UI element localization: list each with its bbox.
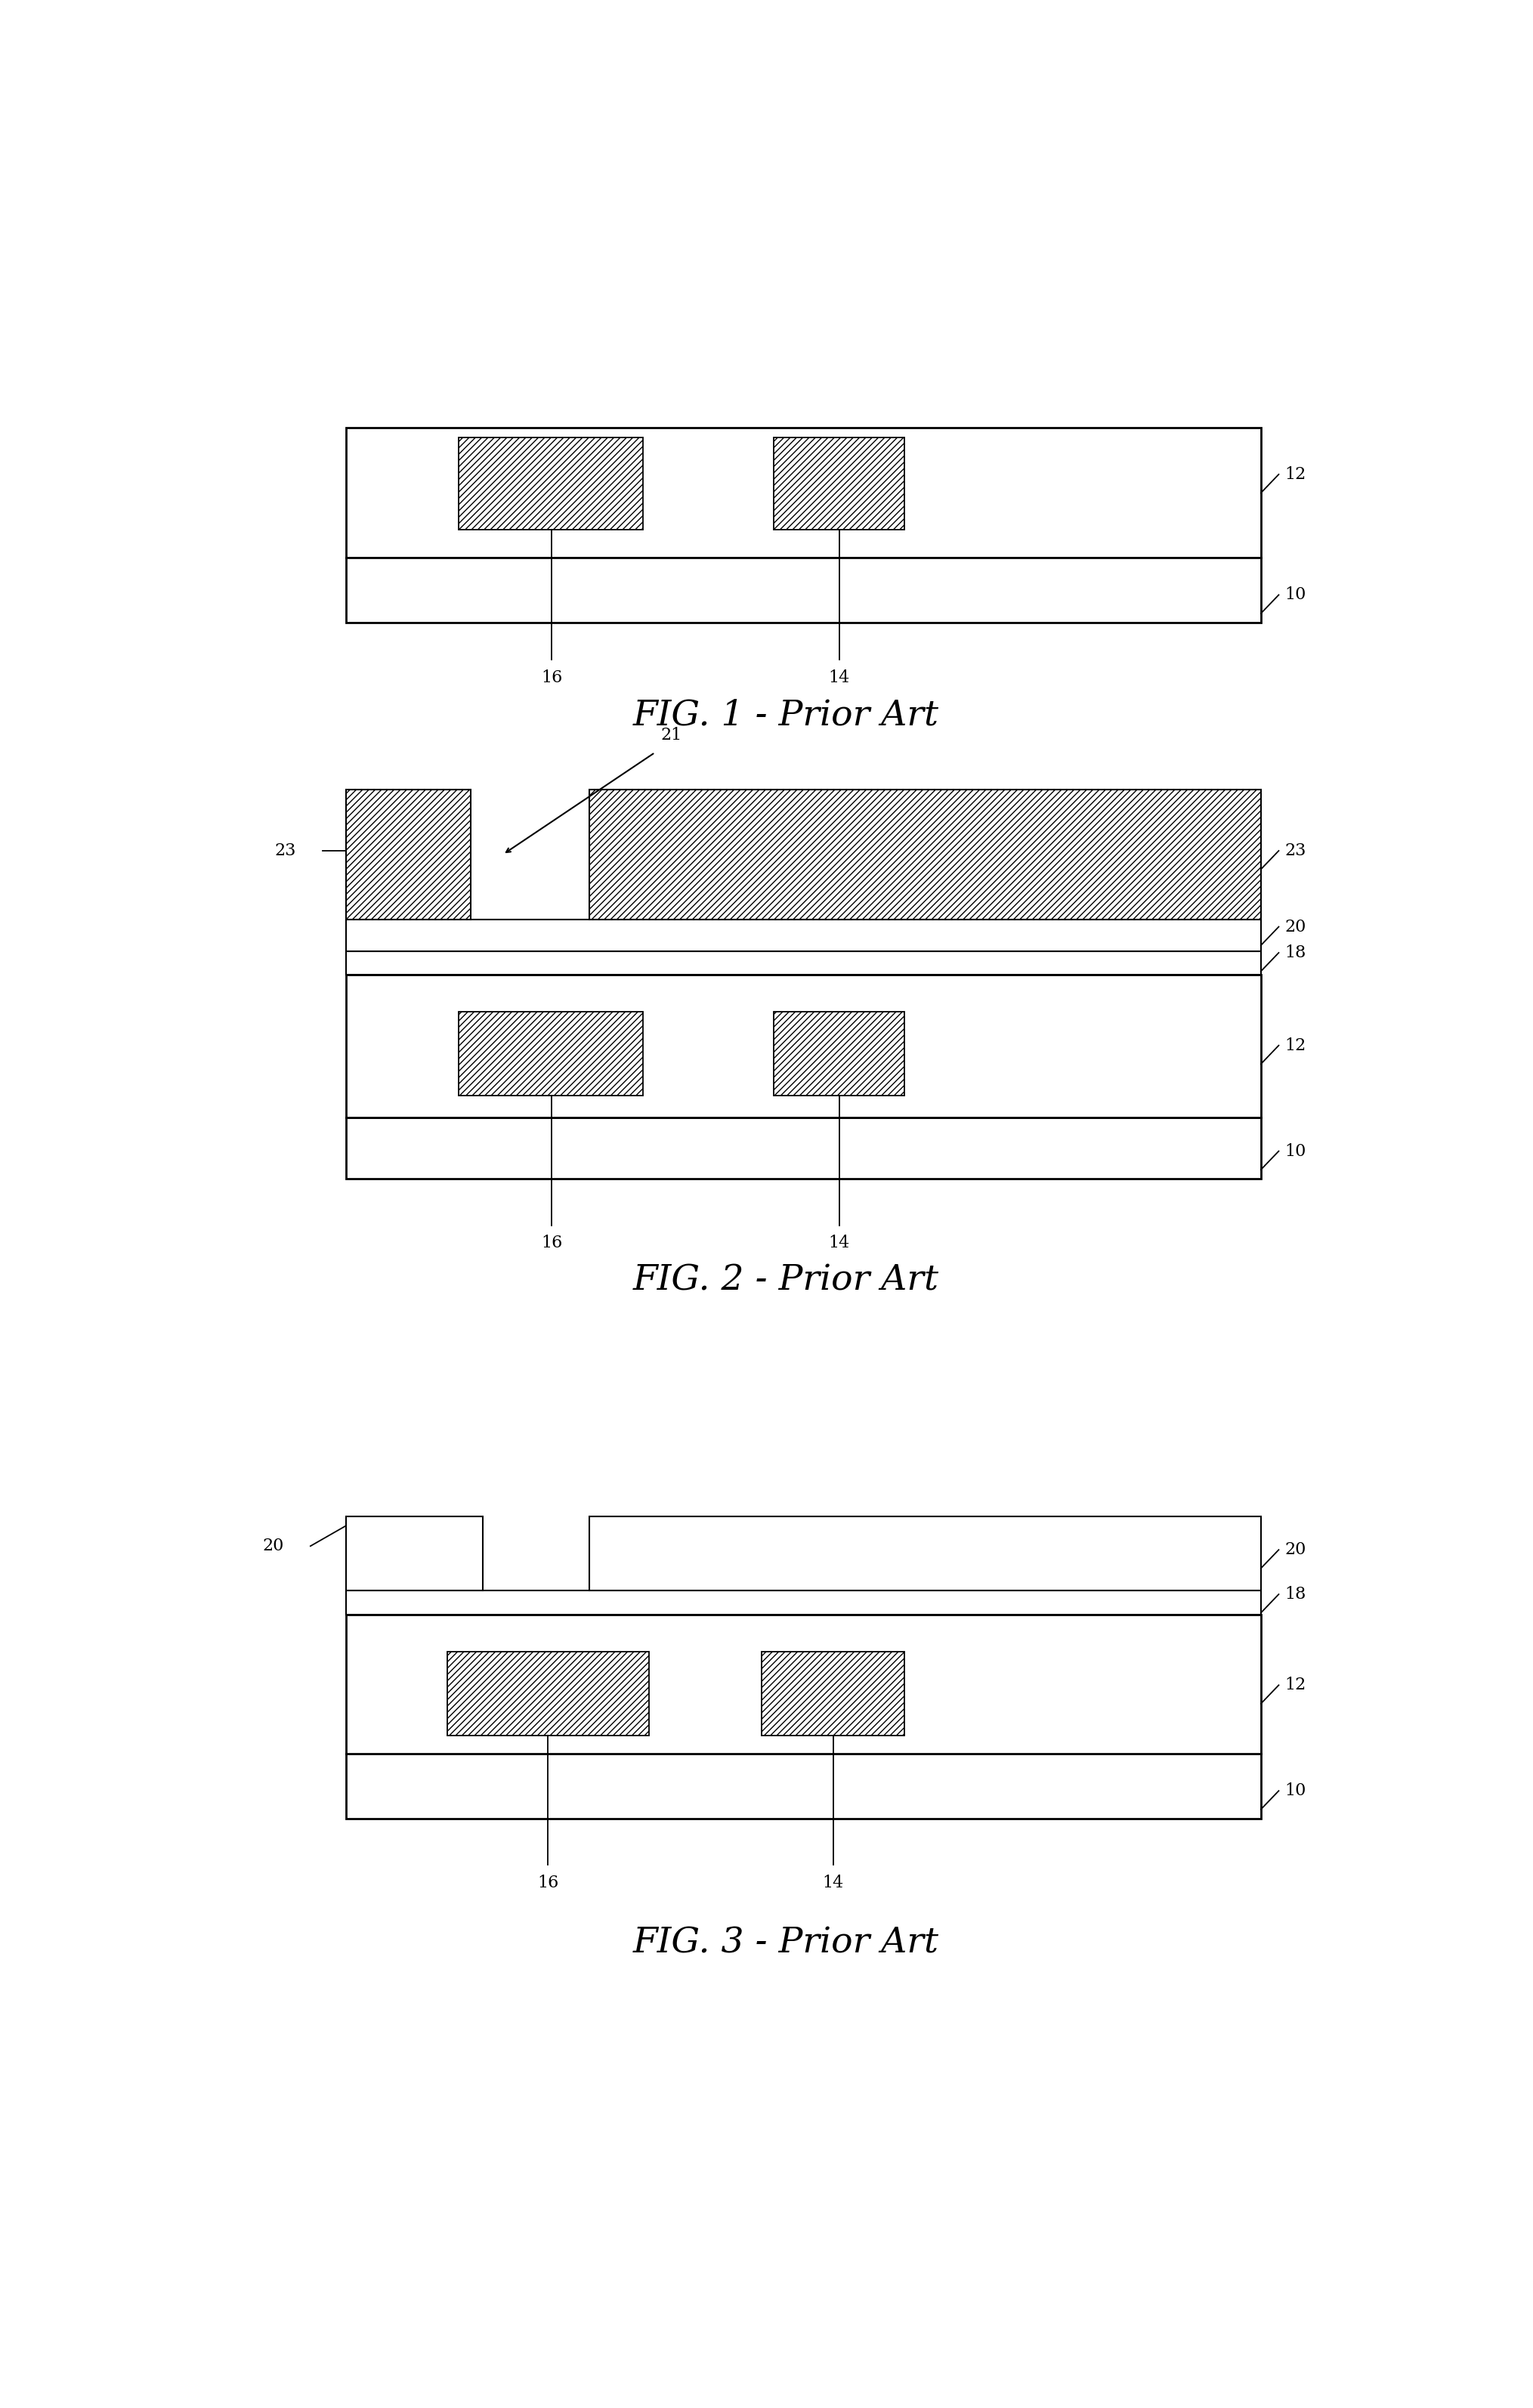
Text: 12: 12 — [1285, 467, 1306, 482]
Bar — [346, 790, 471, 920]
Bar — [346, 920, 1262, 951]
Text: 14: 14 — [823, 1873, 843, 1890]
Bar — [346, 1616, 1262, 1753]
Bar — [346, 1592, 1262, 1616]
Bar — [346, 975, 1262, 1117]
Bar — [590, 790, 1260, 920]
Text: 18: 18 — [1285, 944, 1306, 961]
Text: 12: 12 — [1285, 1038, 1306, 1055]
Text: FIG. 1 - Prior Art: FIG. 1 - Prior Art — [633, 698, 938, 732]
Text: 16: 16 — [541, 669, 563, 686]
Bar — [774, 1011, 904, 1096]
Bar — [346, 559, 1262, 624]
Text: 10: 10 — [1285, 1782, 1306, 1799]
Text: FIG. 2 - Prior Art: FIG. 2 - Prior Art — [633, 1264, 938, 1298]
Text: 14: 14 — [828, 1235, 849, 1252]
Bar — [774, 438, 904, 530]
Bar — [346, 1117, 1262, 1180]
Text: 23: 23 — [1285, 843, 1306, 860]
Bar — [346, 1517, 483, 1592]
Text: 20: 20 — [1285, 917, 1306, 934]
Text: 20: 20 — [1285, 1541, 1306, 1558]
Bar — [458, 1011, 644, 1096]
Text: 21: 21 — [661, 727, 682, 744]
Text: 20: 20 — [262, 1539, 284, 1556]
Text: 23: 23 — [274, 843, 296, 860]
Bar — [346, 951, 1262, 975]
Bar — [458, 438, 644, 530]
Bar — [346, 1753, 1262, 1818]
Text: 16: 16 — [538, 1873, 558, 1890]
Text: 10: 10 — [1285, 1144, 1306, 1161]
Bar — [762, 1652, 904, 1736]
Text: FIG. 3 - Prior Art: FIG. 3 - Prior Art — [633, 1926, 938, 1960]
Bar — [590, 1517, 1260, 1592]
Text: 18: 18 — [1285, 1587, 1306, 1604]
Text: 10: 10 — [1285, 588, 1306, 604]
Bar — [448, 1652, 648, 1736]
Text: 16: 16 — [541, 1235, 563, 1252]
Bar — [346, 429, 1262, 559]
Text: 12: 12 — [1285, 1676, 1306, 1693]
Text: 14: 14 — [828, 669, 849, 686]
